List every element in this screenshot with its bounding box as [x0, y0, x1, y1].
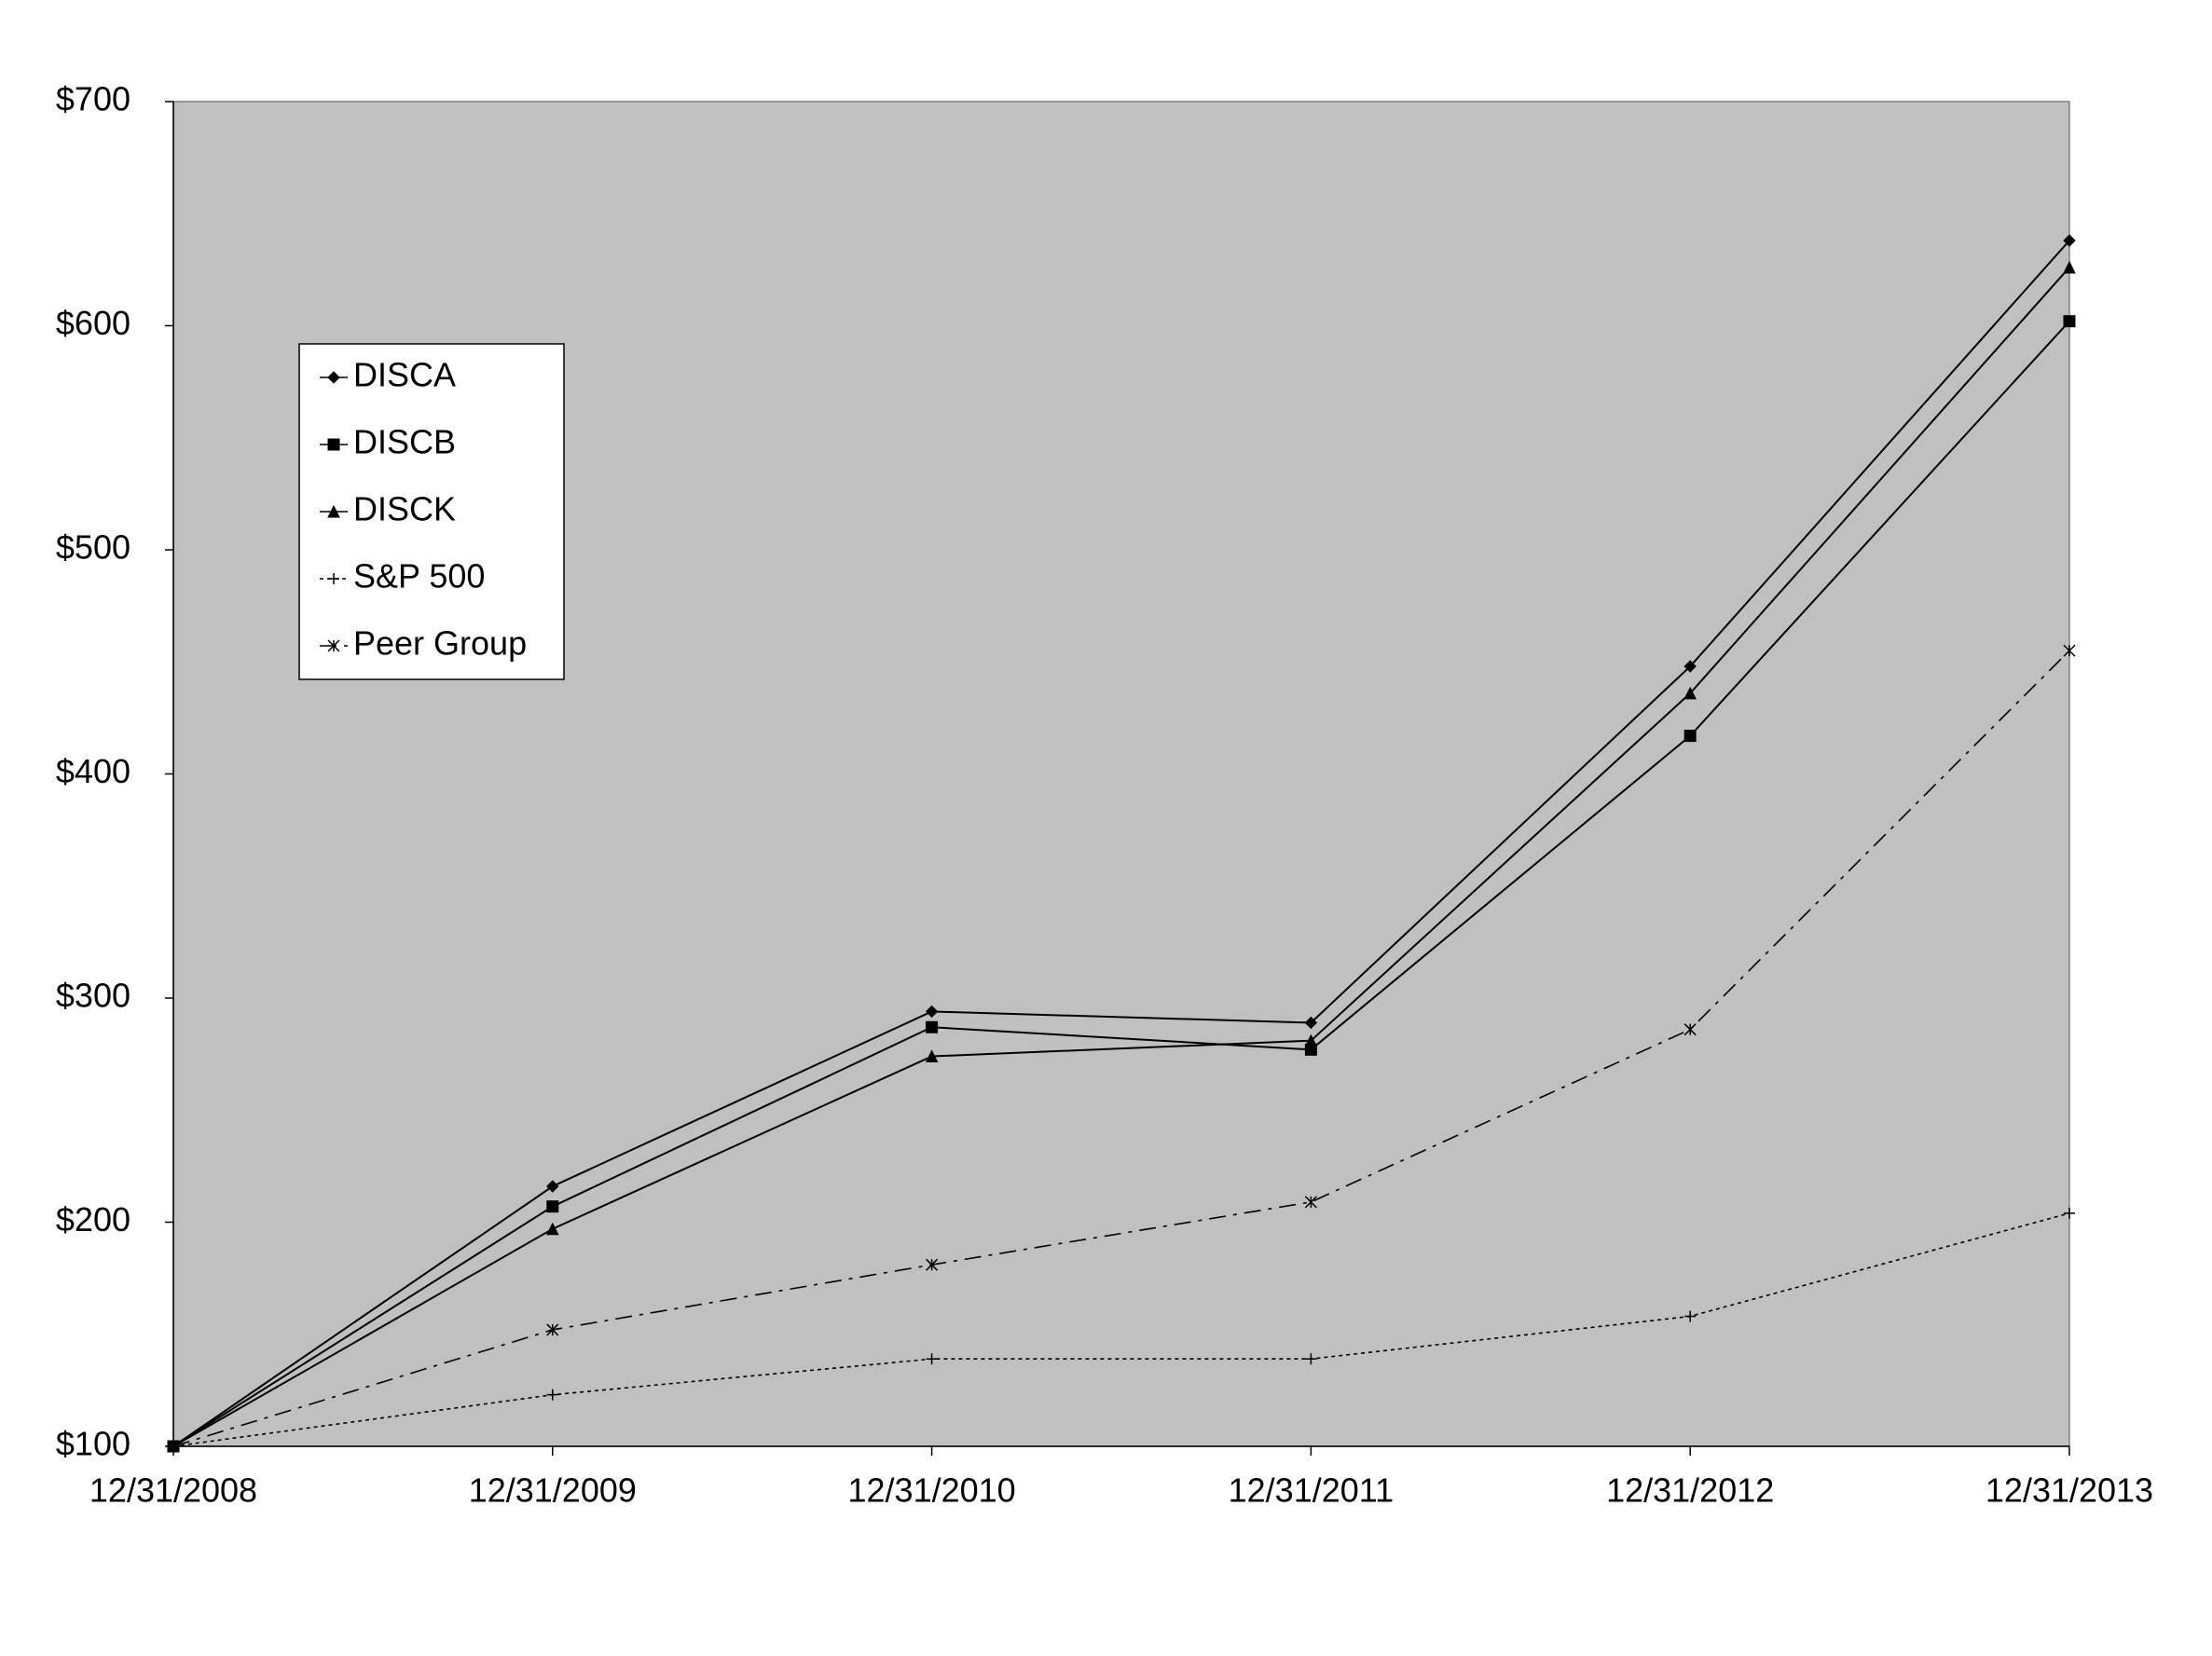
x-tick-label: 12/31/2012: [1606, 1471, 1774, 1510]
y-tick-label: $600: [56, 304, 131, 342]
marker: [546, 1180, 559, 1193]
marker: [926, 1020, 939, 1033]
legend-label: DISCA: [353, 356, 456, 394]
y-tick-label: $400: [56, 752, 131, 790]
marker: [925, 1005, 939, 1019]
series-line: [172, 240, 2070, 1447]
legend-label: DISCB: [353, 423, 456, 461]
x-tick-label: 12/31/2008: [89, 1471, 257, 1510]
marker: [327, 639, 340, 652]
marker: [327, 504, 340, 518]
marker: [546, 1323, 559, 1336]
marker: [1304, 1033, 1318, 1047]
marker: [2063, 260, 2076, 274]
series-line: [172, 267, 2070, 1447]
marker: [926, 1353, 938, 1365]
marker: [1683, 730, 1697, 743]
marker: [926, 1258, 939, 1271]
legend-label: Peer Group: [353, 624, 527, 663]
legend-label: DISCK: [353, 490, 456, 528]
marker: [1304, 1196, 1317, 1209]
marker: [545, 1222, 559, 1236]
y-tick-label: $200: [56, 1200, 131, 1239]
y-tick-label: $300: [56, 977, 131, 1015]
marker: [1304, 1016, 1318, 1030]
series-line: [172, 650, 2070, 1447]
marker: [2063, 234, 2076, 247]
x-tick-label: 12/31/2013: [1985, 1471, 2153, 1510]
legend-label: S&P 500: [353, 557, 485, 595]
marker: [327, 438, 340, 451]
series-line: [172, 321, 2070, 1447]
x-tick-label: 12/31/2011: [1229, 1471, 1395, 1510]
marker: [925, 1049, 939, 1063]
y-tick-label: $100: [56, 1425, 131, 1463]
marker: [328, 573, 339, 584]
series-line: [172, 1212, 2070, 1447]
plot-area: [172, 101, 2070, 1447]
marker: [1684, 1310, 1697, 1322]
marker: [327, 371, 340, 384]
marker: [2063, 315, 2076, 328]
marker: [167, 1440, 180, 1453]
x-tick-label: 12/31/2009: [469, 1471, 637, 1510]
marker: [1305, 1353, 1317, 1365]
marker: [2063, 644, 2076, 657]
marker: [1683, 686, 1697, 700]
marker: [1683, 660, 1697, 673]
y-tick-label: $500: [56, 528, 131, 567]
marker: [546, 1389, 558, 1401]
marker: [1683, 1023, 1697, 1036]
y-tick-label: $700: [56, 80, 131, 118]
marker: [2064, 1207, 2075, 1219]
x-tick-label: 12/31/2010: [848, 1471, 1016, 1510]
marker: [546, 1200, 559, 1213]
